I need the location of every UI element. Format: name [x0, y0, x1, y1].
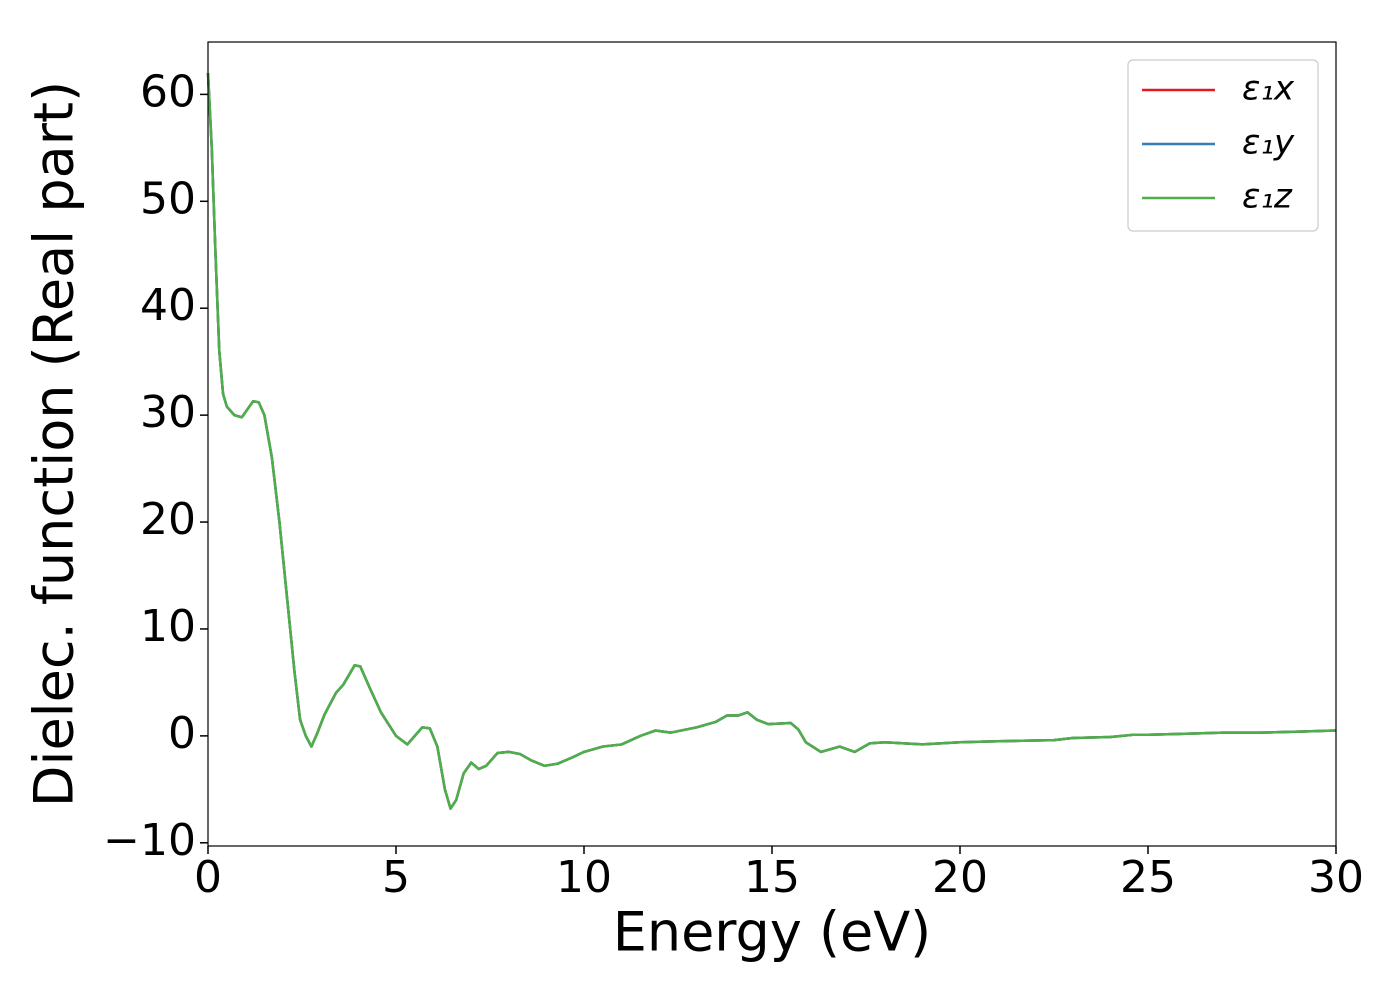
x-tick-label: 5	[382, 852, 410, 903]
y-tick-label: 50	[140, 173, 196, 224]
plot-frame	[207, 41, 1337, 847]
y-tick-label: 0	[168, 708, 196, 759]
data-line	[206, 72, 1337, 810]
y-tick-label: 10	[140, 601, 196, 652]
x-tick-label: 20	[932, 852, 988, 903]
y-tick-label: 40	[140, 280, 196, 331]
legend-label: ε₁y	[1242, 123, 1295, 163]
x-tick-label: 15	[744, 852, 800, 903]
x-tick-label: 25	[1120, 852, 1176, 903]
x-tick-label: 10	[556, 852, 612, 903]
y-tick-label: 60	[140, 66, 196, 117]
y-axis-label: Dielec. function (Real part)	[23, 81, 86, 807]
legend-box	[1127, 59, 1319, 232]
x-tick-label: 30	[1308, 852, 1364, 903]
legend-label: ε₁z	[1242, 177, 1293, 217]
x-axis-label: Energy (eV)	[613, 901, 932, 964]
y-tick-label: 30	[140, 387, 196, 438]
y-tick-label: 20	[140, 494, 196, 545]
x-tick-label: 0	[194, 852, 222, 903]
y-tick-label: −10	[103, 815, 196, 866]
legend-label: ε₁x	[1242, 69, 1295, 109]
